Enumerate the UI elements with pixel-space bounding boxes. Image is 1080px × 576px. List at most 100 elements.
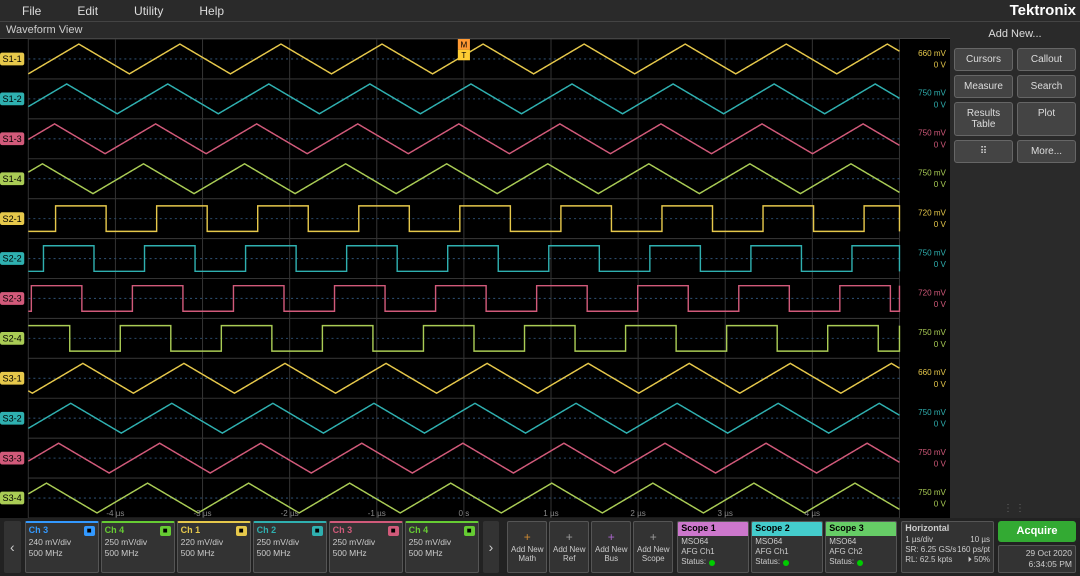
status-dot-icon — [857, 560, 863, 566]
horiz-span: 10 µs — [970, 535, 990, 545]
acquire-button[interactable]: Acquire — [998, 521, 1076, 542]
menu-help[interactable]: Help — [181, 2, 242, 20]
svg-text:0 V: 0 V — [934, 498, 947, 508]
ch-bw: 500 MHz — [409, 548, 475, 559]
channel-block[interactable]: Ch 4■250 mV/div500 MHz — [101, 521, 175, 573]
callout-button[interactable]: Callout — [1017, 48, 1076, 71]
waveform-panel: Waveform View S1-1660 mV0 VS1-2750 mV0 V… — [0, 22, 950, 518]
svg-text:660 mV: 660 mV — [918, 367, 946, 377]
svg-text:720 mV: 720 mV — [918, 207, 946, 217]
ch-bw: 500 MHz — [333, 548, 399, 559]
svg-text:0 V: 0 V — [934, 419, 947, 429]
svg-text:S3-2: S3-2 — [3, 413, 22, 423]
menu-file[interactable]: File — [4, 2, 59, 20]
channel-block[interactable]: Ch 3■240 mV/div500 MHz — [25, 521, 99, 573]
add-l1: Add New — [552, 545, 586, 555]
scope-block[interactable]: Scope 3MSO64AFG Ch2Status: — [825, 521, 897, 573]
waveform-area[interactable]: S1-1660 mV0 VS1-2750 mV0 VS1-3750 mV0 VS… — [0, 39, 950, 518]
add-block[interactable]: +Add NewScope — [633, 521, 673, 573]
add-l1: Add New — [594, 545, 628, 555]
ch-badge: ■ — [236, 526, 247, 536]
svg-text:750 mV: 750 mV — [918, 167, 946, 177]
menu-utility[interactable]: Utility — [116, 2, 181, 20]
scope-model: MSO64 — [755, 537, 819, 547]
menubar: File Edit Utility Help Tektronix — [0, 0, 1080, 22]
ch-bw: 500 MHz — [257, 548, 323, 559]
svg-text:M: M — [461, 39, 468, 49]
draw-button[interactable]: ⠿ — [954, 140, 1013, 163]
scope-block[interactable]: Scope 2MSO64AFG Ch1Status: — [751, 521, 823, 573]
horiz-scale: 1 µs/div — [905, 535, 933, 545]
svg-text:-3 µs: -3 µs — [193, 508, 211, 518]
add-group: +Add NewMath+Add NewRef+Add NewBus+Add N… — [507, 521, 673, 573]
waveform-svg: S1-1660 mV0 VS1-2750 mV0 VS1-3750 mV0 VS… — [0, 39, 950, 518]
add-block[interactable]: +Add NewMath — [507, 521, 547, 573]
svg-text:0 V: 0 V — [934, 219, 947, 229]
add-l2: Scope — [636, 554, 670, 564]
svg-text:4 µs: 4 µs — [805, 508, 820, 518]
svg-text:0 V: 0 V — [934, 379, 947, 389]
add-block[interactable]: +Add NewBus — [591, 521, 631, 573]
svg-text:S2-3: S2-3 — [3, 293, 22, 303]
scope-src: AFG Ch1 — [755, 547, 819, 557]
right-panel: Add New... Cursors Callout Measure Searc… — [950, 22, 1080, 518]
svg-text:2 µs: 2 µs — [630, 508, 645, 518]
scope-src: AFG Ch1 — [681, 547, 745, 557]
svg-text:750 mV: 750 mV — [918, 247, 946, 257]
scope-group: Scope 1MSO64AFG Ch1Status:Scope 2MSO64AF… — [677, 521, 897, 573]
nav-right-button[interactable]: › — [483, 521, 500, 573]
add-l1: Add New — [636, 545, 670, 555]
svg-text:S2-1: S2-1 — [3, 214, 22, 224]
ch-name: Ch 1 — [181, 525, 201, 537]
brand-label: Tektronix — [1010, 2, 1076, 19]
ch-badge: ■ — [160, 526, 171, 536]
main-row: Waveform View S1-1660 mV0 VS1-2750 mV0 V… — [0, 22, 1080, 518]
menu-edit[interactable]: Edit — [59, 2, 116, 20]
svg-text:0 V: 0 V — [934, 259, 947, 269]
channel-block[interactable]: Ch 3■250 mV/div500 MHz — [329, 521, 403, 573]
ch-name: Ch 3 — [29, 525, 49, 537]
ch-vdiv: 250 mV/div — [105, 537, 171, 548]
svg-text:0 V: 0 V — [934, 339, 947, 349]
add-block[interactable]: +Add NewRef — [549, 521, 589, 573]
panel-grip-icon[interactable]: ⋮⋮ — [954, 503, 1076, 514]
plus-icon: + — [636, 530, 670, 544]
svg-text:750 mV: 750 mV — [918, 327, 946, 337]
addnew-label: Add New... — [954, 26, 1076, 44]
svg-text:S1-2: S1-2 — [3, 94, 22, 104]
add-l1: Add New — [510, 545, 544, 555]
ch-badge: ■ — [464, 526, 475, 536]
svg-text:S3-1: S3-1 — [3, 373, 22, 383]
scope-block[interactable]: Scope 1MSO64AFG Ch1Status: — [677, 521, 749, 573]
svg-text:0 V: 0 V — [934, 299, 947, 309]
menu-right: Tektronix — [1010, 2, 1076, 19]
svg-text:0 V: 0 V — [934, 139, 947, 149]
more-button[interactable]: More... — [1017, 140, 1076, 163]
search-button[interactable]: Search — [1017, 75, 1076, 98]
svg-text:T: T — [461, 50, 466, 60]
add-l2: Bus — [594, 554, 628, 564]
ch-vdiv: 240 mV/div — [29, 537, 95, 548]
svg-text:750 mV: 750 mV — [918, 447, 946, 457]
svg-text:-2 µs: -2 µs — [281, 508, 299, 518]
nav-left-button[interactable]: ‹ — [4, 521, 21, 573]
scope-src: AFG Ch2 — [829, 547, 893, 557]
ch-name: Ch 2 — [257, 525, 277, 537]
channel-block[interactable]: Ch 1■220 mV/div500 MHz — [177, 521, 251, 573]
horizontal-block[interactable]: Horizontal 1 µs/div10 µs SR: 6.25 GS/s16… — [901, 521, 994, 573]
datetime-block: 29 Oct 2020 6:34:05 PM — [998, 545, 1076, 573]
cursors-button[interactable]: Cursors — [954, 48, 1013, 71]
svg-text:S2-2: S2-2 — [3, 254, 22, 264]
ch-vdiv: 250 mV/div — [409, 537, 475, 548]
plot-button[interactable]: Plot — [1017, 102, 1076, 136]
plus-icon: + — [552, 530, 586, 544]
results-button[interactable]: Results Table — [954, 102, 1013, 136]
plus-icon: + — [510, 530, 544, 544]
channel-block[interactable]: Ch 2■250 mV/div500 MHz — [253, 521, 327, 573]
ch-badge: ■ — [388, 526, 399, 536]
svg-text:-4 µs: -4 µs — [106, 508, 124, 518]
add-l2: Ref — [552, 554, 586, 564]
svg-text:S3-3: S3-3 — [3, 453, 22, 463]
channel-block[interactable]: Ch 4■250 mV/div500 MHz — [405, 521, 479, 573]
measure-button[interactable]: Measure — [954, 75, 1013, 98]
